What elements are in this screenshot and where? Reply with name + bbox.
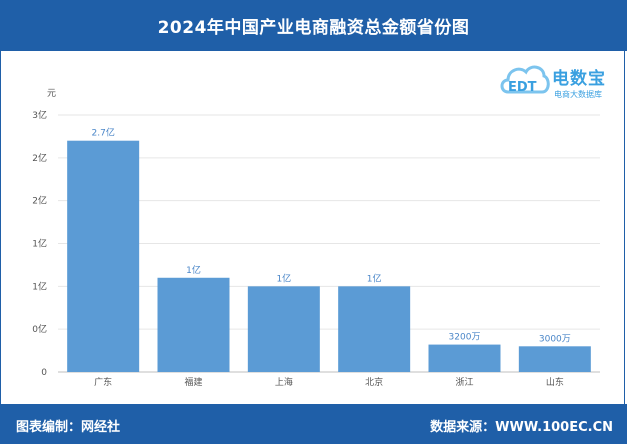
- y-tick-label: 2亿: [32, 152, 47, 164]
- x-tick-label: 北京: [365, 376, 383, 388]
- y-tick-label: 3亿: [32, 109, 47, 121]
- data-label: 3000万: [539, 334, 571, 344]
- logo-sub-text: 电商大数据库: [554, 90, 602, 99]
- data-label: 1亿: [186, 264, 201, 276]
- logo-mark: EDT: [508, 80, 537, 95]
- y-tick-label: 0: [41, 368, 47, 378]
- footer-credit: 图表编制：网经社: [16, 420, 121, 435]
- y-tick-label: 0亿: [32, 323, 47, 335]
- cloud-logo-icon: EDT: [500, 65, 550, 95]
- data-label: 2.7亿: [92, 127, 115, 139]
- bar-4: [338, 286, 411, 372]
- x-tick-label: 福建: [184, 376, 202, 388]
- chart-header: 2024年中国产业电商融资总金额省份图: [0, 0, 627, 51]
- bar-1: [67, 140, 140, 372]
- x-tick-label: 浙江: [455, 376, 473, 388]
- y-tick-label: 2亿: [32, 195, 47, 207]
- bar-2: [157, 277, 230, 372]
- bar-layer: [67, 140, 591, 372]
- x-tick-label: 上海: [275, 376, 293, 388]
- page-title: 2024年中国产业电商融资总金额省份图: [157, 18, 470, 38]
- grid-layer: [58, 114, 600, 373]
- x-tick-label: 广东: [94, 376, 112, 388]
- logo-main-text: 电数宝: [552, 69, 606, 89]
- y-tick-label: 1亿: [32, 238, 47, 250]
- bar-3: [247, 286, 320, 372]
- bar-6: [518, 346, 591, 372]
- chart-footer: 图表编制：网经社 数据来源：WWW.100EC.CN: [0, 404, 627, 444]
- data-label: 1亿: [276, 272, 291, 284]
- data-label: 3200万: [449, 333, 481, 343]
- brand-logo: EDT 电数宝 电商大数据库: [498, 58, 622, 108]
- y-tick-label: 1亿: [32, 280, 47, 292]
- footer-source: 数据来源：WWW.100EC.CN: [430, 420, 613, 435]
- bar-5: [428, 344, 501, 372]
- y-axis-unit: 元: [47, 89, 56, 99]
- data-label: 1亿: [367, 272, 382, 284]
- x-tick-label: 山东: [546, 376, 564, 388]
